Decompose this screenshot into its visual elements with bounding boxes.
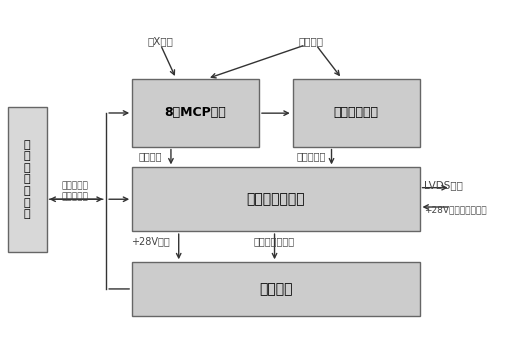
Text: 光子信号: 光子信号: [139, 151, 162, 161]
Text: 高能粒子: 高能粒子: [298, 37, 323, 46]
Text: 闪烁体探测器: 闪烁体探测器: [334, 107, 379, 119]
Text: 高压控制及遥测: 高压控制及遥测: [254, 236, 295, 246]
FancyBboxPatch shape: [293, 79, 420, 147]
Text: 软X射线: 软X射线: [148, 37, 174, 46]
Text: 反符合信号: 反符合信号: [296, 151, 326, 161]
Text: 高压模块: 高压模块: [259, 282, 293, 296]
Text: LVDS接口: LVDS接口: [424, 181, 463, 190]
Text: 采集与控制模块: 采集与控制模块: [247, 192, 305, 206]
FancyBboxPatch shape: [132, 262, 420, 316]
FancyBboxPatch shape: [132, 79, 259, 147]
FancyBboxPatch shape: [132, 167, 420, 231]
Text: 密封门开启
供电及遥测: 密封门开启 供电及遥测: [62, 182, 89, 201]
Text: +28V母线及指令接口: +28V母线及指令接口: [424, 205, 486, 214]
Text: +28V供电: +28V供电: [131, 236, 169, 246]
Text: 密
封
门
开
启
机
构: 密 封 门 开 启 机 构: [24, 140, 31, 219]
FancyBboxPatch shape: [8, 107, 47, 252]
Text: 8组MCP组件: 8组MCP组件: [165, 107, 226, 119]
